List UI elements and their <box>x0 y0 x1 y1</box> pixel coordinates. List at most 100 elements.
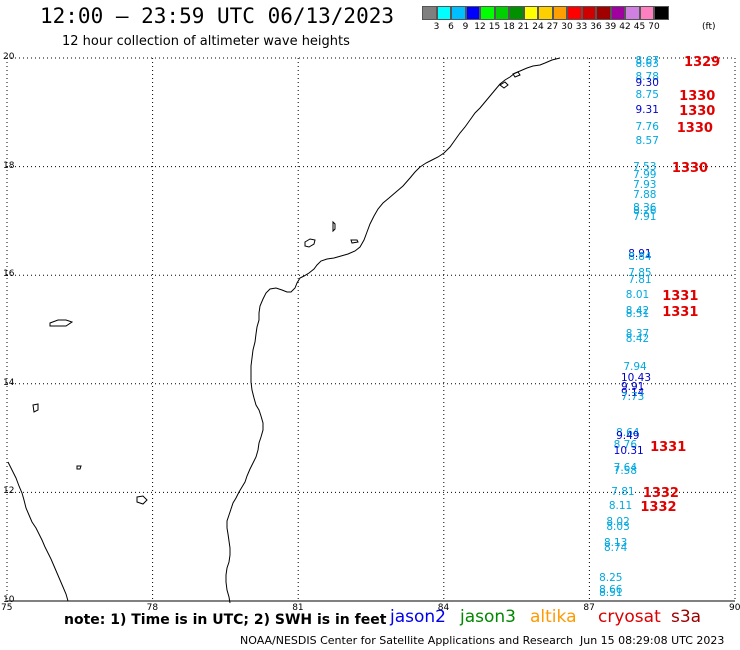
wave-height-label: 7.81 <box>628 274 652 287</box>
satellite-legend-cryosat: cryosat <box>598 607 661 627</box>
axis-lat-label: 20 <box>3 52 15 62</box>
coastline-island-8 <box>499 81 509 89</box>
wave-height-label: 7.91 <box>633 210 657 223</box>
colorbar <box>422 6 669 20</box>
axis-lat-label: 14 <box>3 377 15 388</box>
axis-lon-label: 81 <box>292 603 304 613</box>
colorbar-swatch <box>436 6 451 20</box>
axis-lon-label: 90 <box>729 603 740 613</box>
axis-lat-label: 16 <box>3 269 15 280</box>
axis-lon-label: 87 <box>583 603 595 613</box>
wave-height-label: 8.84 <box>628 251 652 264</box>
pass-time-label: 1332 <box>640 499 677 515</box>
wave-height-label: 8.37 <box>625 327 650 340</box>
coastline <box>7 57 561 604</box>
wave-height-label: 7.64 <box>613 462 638 475</box>
wave-height-label: 7.73 <box>620 391 645 404</box>
colorbar-swatch <box>581 6 596 20</box>
colorbar-tick-label: 30 <box>561 22 573 32</box>
colorbar-tick-label: 18 <box>503 22 515 32</box>
coastline-island-6 <box>76 465 82 470</box>
coastline-island-2 <box>304 238 316 248</box>
pass-time-label: 1331 <box>662 305 699 321</box>
wave-height-label: 8.91 <box>628 248 652 261</box>
wave-height-label: 9.31 <box>635 104 659 117</box>
colorbar-swatch <box>523 6 538 20</box>
coastline-island-9 <box>512 71 521 78</box>
wave-height-label: 7.94 <box>623 361 647 374</box>
wave-height-label: 7.93 <box>633 179 657 192</box>
colorbar-tick-label: 24 <box>532 22 544 32</box>
footer-note: note: 1) Time is in UTC; 2) SWH is in fe… <box>64 612 387 628</box>
pass-time-label: 1331 <box>662 288 699 304</box>
wave-height-label: 8.66 <box>599 584 623 597</box>
colorbar-swatch <box>610 6 625 20</box>
colorbar-swatch <box>625 6 640 20</box>
satellite-legend-altika: altika <box>530 607 577 627</box>
colorbar-tick-label: 15 <box>488 22 501 32</box>
wave-height-label: 9.49 <box>616 430 640 442</box>
colorbar-swatch <box>480 6 495 20</box>
colorbar-swatch <box>567 6 582 20</box>
footer-timestamp: Jun 15 08:29:08 UTC 2023 <box>580 634 725 647</box>
wave-height-label: 7.85 <box>628 267 652 280</box>
axis-lat-label: 18 <box>3 160 15 171</box>
wave-height-label: 7.81 <box>611 485 635 498</box>
coastline-south <box>7 461 69 602</box>
colorbar-swatch <box>422 6 437 20</box>
coastline-island-4 <box>49 319 74 327</box>
coastline-island-7 <box>136 495 148 505</box>
wave-height-label: 8.02 <box>606 515 630 528</box>
wave-height-label: 9.91 <box>620 380 645 393</box>
pass-time-label: 1331 <box>650 440 687 456</box>
page-subtitle: 12 hour collection of altimeter wave hei… <box>62 34 350 49</box>
wave-height-label: 7.53 <box>633 161 657 174</box>
colorbar-swatch <box>654 6 669 20</box>
wave-height-label: 8.78 <box>635 71 659 84</box>
wave-height-label: 8.57 <box>635 134 659 147</box>
colorbar-swatch <box>465 6 480 20</box>
colorbar-tick-label: 70 <box>648 22 660 32</box>
wave-height-label: 8.76 <box>613 438 638 451</box>
axis-lon-label: 84 <box>437 603 450 613</box>
colorbar-tick-label: 36 <box>590 22 602 32</box>
colorbar-tick-label: 21 <box>517 22 530 32</box>
pass-time-label: 1330 <box>679 104 716 120</box>
wave-height-label: 8.36 <box>633 201 657 214</box>
wave-height-label: 7.76 <box>635 120 659 133</box>
pass-time-label: 1330 <box>676 120 713 136</box>
wave-height-label: 9.14 <box>620 387 645 400</box>
wave-height-label: 8.51 <box>625 308 650 321</box>
satellite-legend-s3a: s3a <box>671 607 702 627</box>
wave-height-label: 8.13 <box>603 536 628 549</box>
coastline-island-5 <box>32 403 39 413</box>
wave-height-label: 7.58 <box>613 464 638 477</box>
axis-lon-label: 78 <box>146 603 159 613</box>
wave-height-label: 8.51 <box>599 587 623 600</box>
colorbar-swatch <box>538 6 553 20</box>
colorbar-swatch <box>552 6 567 20</box>
axis-lon-label: 75 <box>1 603 13 613</box>
colorbar-tick-label: 33 <box>575 22 588 32</box>
colorbar-tick-label: 39 <box>604 22 617 32</box>
colorbar-tick-label: 42 <box>619 22 631 32</box>
colorbar-tick-label: 12 <box>474 22 486 32</box>
wave-height-label: 10.31 <box>613 445 644 458</box>
wave-height-label: 9.30 <box>635 76 659 89</box>
page-title: 12:00 – 23:59 UTC 06/13/2023 <box>40 4 395 28</box>
wave-height-label: 7.99 <box>633 169 657 182</box>
colorbar-swatch <box>494 6 509 20</box>
colorbar-tick-label: 3 <box>433 22 440 32</box>
pass-time-label: 1330 <box>671 161 709 177</box>
colorbar-tick-label: 27 <box>546 22 559 32</box>
coastline-island-3 <box>350 239 359 244</box>
wave-height-label: 8.01 <box>625 288 650 301</box>
wave-height-label: 8.03 <box>606 520 630 533</box>
wave-height-label: 8.74 <box>603 542 628 555</box>
pass-time-label: 1332 <box>642 485 679 501</box>
colorbar-unit: (ft) <box>702 22 716 32</box>
pass-time-label: 1330 <box>679 89 716 104</box>
wave-height-label: 8.25 <box>599 572 623 585</box>
map-grid <box>6 57 736 602</box>
